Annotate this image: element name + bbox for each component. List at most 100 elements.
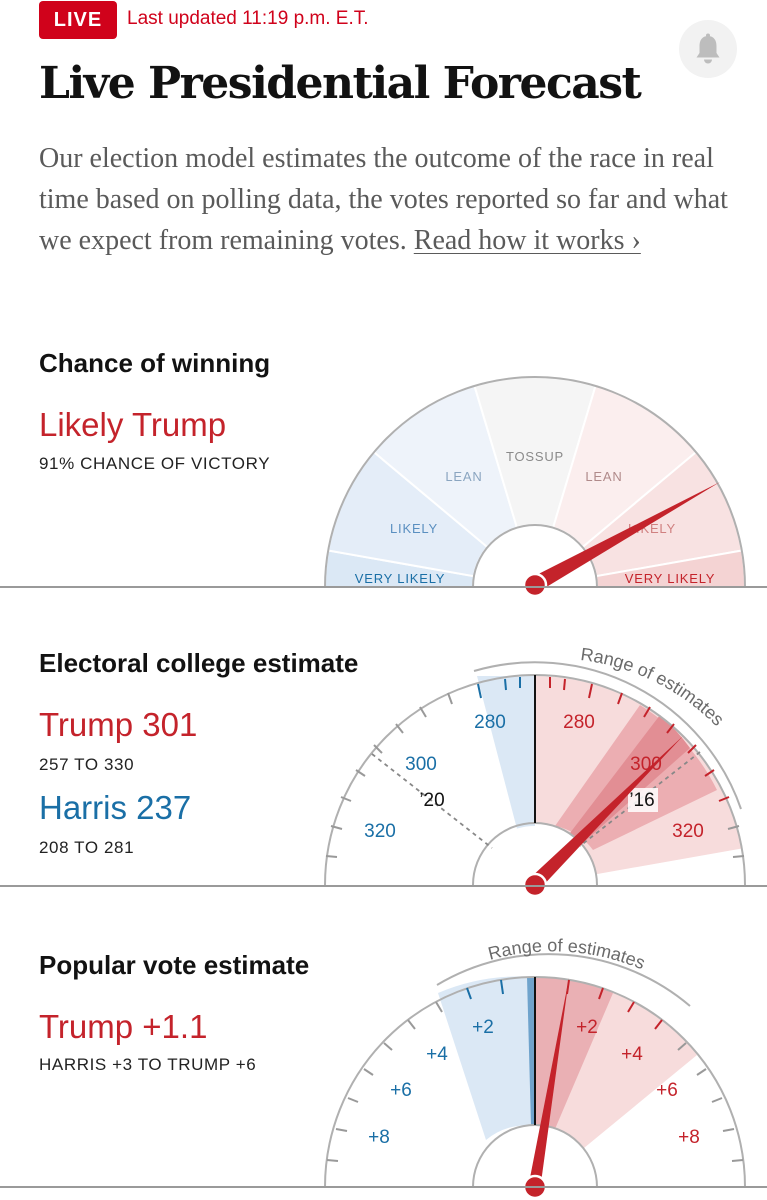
tick bbox=[588, 683, 593, 699]
tick bbox=[383, 1042, 393, 1051]
tick bbox=[347, 1097, 359, 1103]
popular-range-arc bbox=[436, 953, 691, 1007]
ref-2020-line bbox=[371, 753, 493, 849]
popular-harris-range bbox=[438, 976, 535, 1140]
chance-outline bbox=[324, 376, 746, 588]
seg-label-likely-harris: LIKELY bbox=[390, 521, 438, 536]
tick bbox=[355, 769, 366, 777]
tick bbox=[419, 706, 427, 718]
ref-2016-label: ’16 bbox=[629, 790, 654, 811]
read-how-it-works-link[interactable]: Read how it works › bbox=[413, 225, 641, 256]
electoral-trump: Trump 301 bbox=[39, 706, 198, 743]
tick bbox=[687, 744, 697, 754]
tick bbox=[363, 1068, 374, 1076]
chance-needle-hub bbox=[522, 572, 548, 598]
seg-label-lean-harris: LEAN bbox=[445, 469, 482, 484]
popular-sub: HARRIS +3 TO TRUMP +6 bbox=[39, 1055, 257, 1074]
seg-label-tossup: TOSSUP bbox=[506, 449, 564, 464]
electoral-trump-range-dark bbox=[570, 715, 690, 842]
seg-label-lean-trump: LEAN bbox=[585, 469, 622, 484]
tick bbox=[340, 796, 352, 802]
seg-label-very-likely-harris: VERY LIKELY bbox=[355, 571, 445, 586]
ref-2020-label: ’20 bbox=[419, 790, 444, 811]
tick bbox=[407, 1019, 416, 1030]
chance-segments bbox=[323, 375, 747, 588]
popular-trump-tick-8: +8 bbox=[678, 1127, 700, 1148]
notification-bell-button[interactable] bbox=[679, 20, 737, 78]
tick bbox=[722, 1128, 735, 1132]
popular-baseline bbox=[0, 1186, 767, 1188]
electoral-harris: Harris 237 bbox=[39, 789, 192, 826]
electoral-range-arc bbox=[473, 661, 742, 810]
ref-2016-line bbox=[579, 751, 701, 847]
chance-sub: 91% CHANCE OF VICTORY bbox=[39, 454, 271, 473]
seg-label-very-likely-trump: VERY LIKELY bbox=[625, 571, 715, 586]
electoral-trump-tick-320: 320 bbox=[672, 821, 704, 842]
tick bbox=[447, 692, 453, 705]
tick bbox=[732, 855, 745, 858]
popular-needle bbox=[528, 978, 569, 1190]
chance-headline: Likely Trump bbox=[39, 406, 227, 443]
last-updated: Last updated 11:19 p.m. E.T. bbox=[127, 8, 369, 29]
popular-harris-center bbox=[527, 977, 535, 1126]
popular-trump-tick-4: +4 bbox=[621, 1044, 643, 1065]
ref-2016-bg bbox=[628, 788, 658, 812]
electoral-ticks bbox=[325, 677, 745, 858]
popular-ticks bbox=[326, 979, 744, 1162]
electoral-title: Electoral college estimate bbox=[39, 648, 359, 678]
electoral-harris-tick-320: 320 bbox=[364, 821, 396, 842]
tick bbox=[325, 855, 338, 858]
popular-trump-tick-6: +6 bbox=[656, 1080, 678, 1101]
live-badge: LIVE bbox=[39, 1, 117, 39]
tick bbox=[718, 796, 730, 802]
electoral-harris-tick-280: 280 bbox=[474, 712, 506, 733]
tick bbox=[335, 1128, 348, 1132]
tick bbox=[643, 706, 651, 718]
popular-harris-tick-4: +4 bbox=[426, 1044, 448, 1065]
chance-title: Chance of winning bbox=[39, 348, 271, 378]
popular-trump-tick-2: +2 bbox=[576, 1017, 598, 1038]
tick bbox=[477, 683, 482, 699]
tick bbox=[373, 744, 383, 754]
bell-icon bbox=[696, 33, 720, 64]
popular-trump-range-dark bbox=[535, 977, 613, 1129]
electoral-trump-range: 257 TO 330 bbox=[39, 755, 135, 774]
tick bbox=[566, 979, 570, 995]
popular-harris-tick-2: +2 bbox=[472, 1017, 494, 1038]
popular-title: Popular vote estimate bbox=[39, 950, 310, 980]
live-label: LIVE bbox=[53, 8, 103, 31]
electoral-harris-tick-300: 300 bbox=[405, 754, 437, 775]
tick bbox=[395, 723, 404, 734]
tick bbox=[731, 1159, 744, 1162]
tick bbox=[666, 723, 675, 734]
tick bbox=[500, 979, 504, 995]
tick bbox=[598, 987, 604, 1000]
intro-paragraph: Our election model estimates the outcome… bbox=[39, 138, 739, 261]
tick bbox=[330, 825, 343, 830]
electoral-baseline bbox=[0, 885, 767, 887]
electoral-trump-tick-300: 300 bbox=[630, 754, 662, 775]
tick bbox=[617, 692, 623, 705]
tick bbox=[711, 1097, 723, 1103]
tick bbox=[435, 1001, 443, 1013]
tick bbox=[627, 1001, 635, 1013]
tick bbox=[654, 1019, 663, 1030]
electoral-needle bbox=[529, 736, 683, 891]
page-title: Live Presidential Forecast bbox=[39, 58, 642, 109]
electoral-harris-segment bbox=[477, 676, 535, 829]
chance-gauge: VERY LIKELY LIKELY LEAN TOSSUP LEAN LIKE… bbox=[323, 375, 747, 598]
popular-harris-tick-6: +6 bbox=[390, 1080, 412, 1101]
popular-headline: Trump +1.1 bbox=[39, 1008, 208, 1045]
electoral-harris-range: 208 TO 281 bbox=[39, 838, 135, 857]
chance-needle bbox=[532, 482, 720, 593]
tick bbox=[696, 1068, 707, 1076]
electoral-gauge: 280 300 320 280 300 320 ’20 ’16 Range of… bbox=[324, 644, 746, 898]
tick bbox=[466, 987, 472, 1000]
intro-text: Our election model estimates the outcome… bbox=[39, 143, 728, 256]
tick bbox=[727, 825, 740, 830]
tick bbox=[704, 769, 715, 777]
chance-baseline bbox=[0, 586, 767, 588]
tick bbox=[677, 1042, 687, 1051]
tick bbox=[326, 1159, 339, 1162]
popular-gauge: Range of estimates +2 +4 +6 +8 +2 +4 +6 … bbox=[324, 935, 746, 1200]
